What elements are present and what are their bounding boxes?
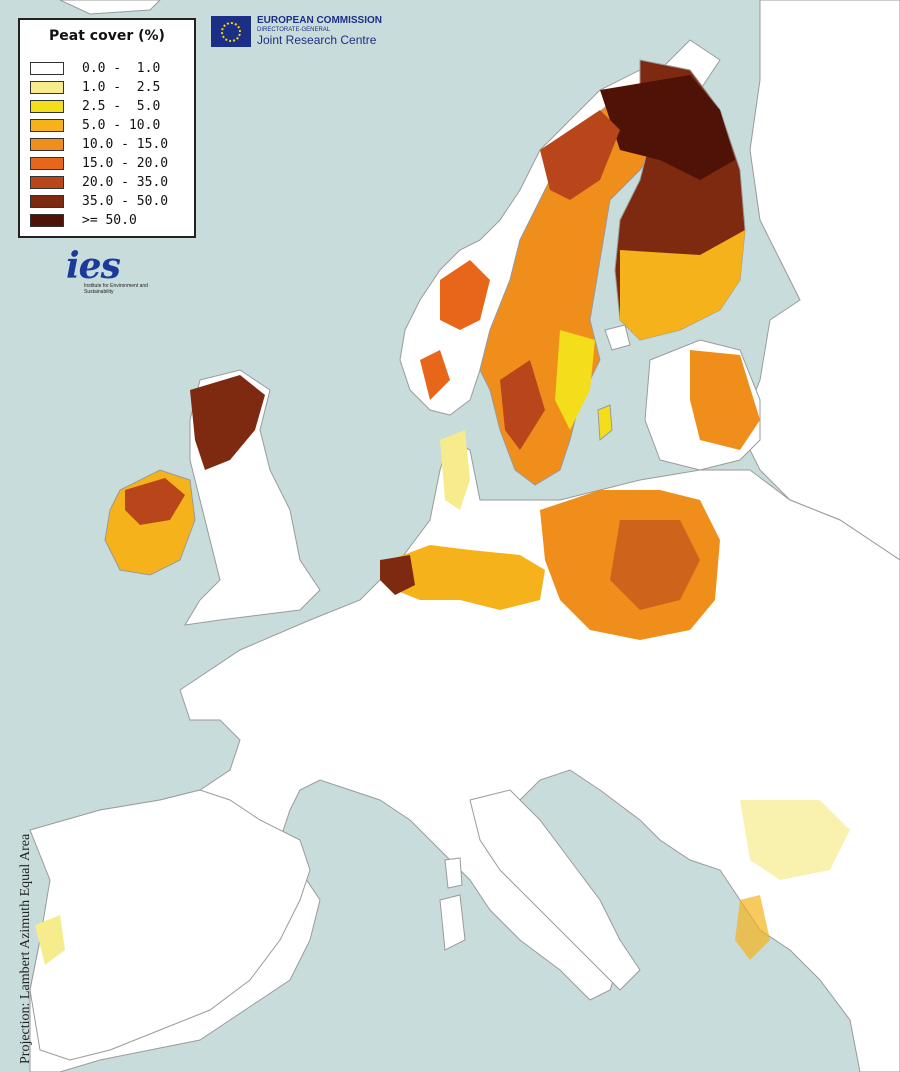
legend-label: 10.0 - 15.0 <box>82 137 169 152</box>
scotland-peat <box>190 375 265 470</box>
legend-swatch <box>30 100 64 113</box>
ies-logo-subtitle: Institute for Environment and Sustainabi… <box>84 283 148 295</box>
island-gotland <box>597 404 613 442</box>
ec-logo: EUROPEAN COMMISSION DIRECTORATE-GENERAL … <box>211 16 382 47</box>
legend: Peat cover (%) 0.0 - 1.0 1.0 - 2.5 2.5 -… <box>18 18 196 238</box>
eu-flag-icon <box>211 16 251 47</box>
legend-swatch <box>30 214 64 227</box>
ireland-peat-dark <box>125 478 185 525</box>
legend-label: >= 50.0 <box>82 213 137 228</box>
legend-swatch <box>30 176 64 189</box>
legend-item: 0.0 - 1.0 <box>30 60 160 77</box>
balkans-peat <box>740 800 850 880</box>
ec-logo-line2: DIRECTORATE-GENERAL <box>257 27 331 33</box>
legend-title: Peat cover (%) <box>49 28 165 44</box>
legend-item: 10.0 - 15.0 <box>30 136 168 153</box>
land-lapland-dark <box>600 75 735 180</box>
ec-logo-line1: EUROPEAN COMMISSION <box>257 15 383 26</box>
legend-label: 15.0 - 20.0 <box>82 156 169 171</box>
land-iberia <box>29 789 311 1061</box>
legend-item: 1.0 - 2.5 <box>30 79 160 96</box>
legend-item: 35.0 - 50.0 <box>30 193 168 210</box>
legend-label: 35.0 - 50.0 <box>82 194 169 209</box>
legend-item: 5.0 - 10.0 <box>30 117 160 134</box>
legend-item: >= 50.0 <box>30 212 137 229</box>
land-corsica <box>444 857 463 889</box>
legend-swatch <box>30 195 64 208</box>
land-finland-south <box>620 230 745 340</box>
legend-label: 5.0 - 10.0 <box>82 118 161 133</box>
ies-logo-mark: ies <box>66 245 121 287</box>
land-iceland-fragment <box>59 0 161 15</box>
legend-swatch <box>30 81 64 94</box>
denmark-peat <box>440 430 470 510</box>
greece-peat <box>735 895 770 960</box>
sweden-south-yellow <box>555 330 595 430</box>
n-germany-peat <box>390 545 545 610</box>
poland-peat-dark <box>610 520 700 610</box>
legend-item: 20.0 - 35.0 <box>30 174 168 191</box>
ies-logo: ies Institute for Environment and Sustai… <box>66 248 164 295</box>
sweden-dark-interior <box>500 110 620 450</box>
legend-label: 20.0 - 35.0 <box>82 175 169 190</box>
norway-peat-patches <box>420 260 490 400</box>
legend-item: 2.5 - 5.0 <box>30 98 160 115</box>
land-sardinia <box>439 894 466 951</box>
netherlands-peat <box>380 555 415 595</box>
island-aland <box>604 324 631 351</box>
ec-logo-line3: Joint Research Centre <box>257 33 377 47</box>
land-italy <box>469 789 641 991</box>
legend-swatch <box>30 138 64 151</box>
legend-label: 1.0 - 2.5 <box>82 80 161 95</box>
legend-swatch <box>30 119 64 132</box>
projection-note: Projection: Lambert Azimuth Equal Area <box>18 833 33 1064</box>
portugal-peat <box>35 915 65 965</box>
legend-label: 2.5 - 5.0 <box>82 99 161 114</box>
legend-label: 0.0 - 1.0 <box>82 61 161 76</box>
legend-swatch <box>30 157 64 170</box>
legend-item: 15.0 - 20.0 <box>30 155 168 172</box>
legend-swatch <box>30 62 64 75</box>
baltics-peat <box>690 350 760 450</box>
